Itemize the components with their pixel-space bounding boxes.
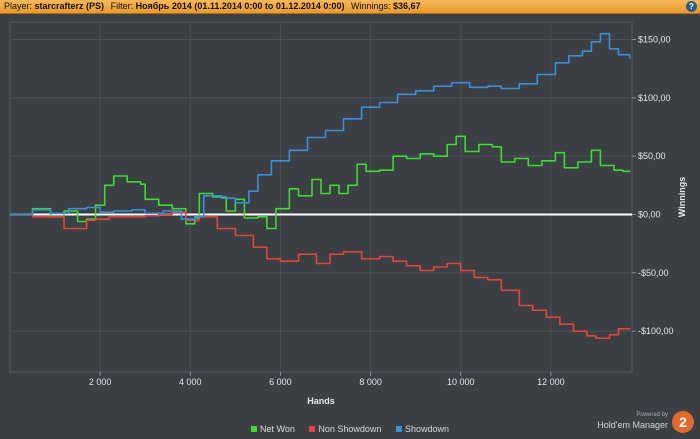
x-tick-label: 12 000 [537,377,565,387]
brand-badge: Powered by Hold'em Manager 2 [586,408,696,436]
y-tick-label: -$100,00 [638,326,674,336]
player-name: starcrafterz (PS) [34,1,105,11]
y-tick-label: -$50,00 [638,268,669,278]
x-tick-label: 8 000 [359,377,382,387]
legend-label-net-won: Net Won [260,424,295,434]
winnings-graph: $150,00 $100,00 $50,00 $0,00 -$50,00 -$100,00… [9,21,687,406]
hem2-logo-icon: 2 [672,411,694,433]
player-label: Player: [4,1,33,11]
x-axis-title: Hands [307,396,335,406]
legend-swatch-showdown [395,426,402,432]
chart-legend: Net Won Non Showdown Showdown [0,424,700,436]
y-tick-label: $0,00 [638,210,661,220]
brand-name: Hold'em Manager [597,420,668,430]
winnings-label: Winnings: [350,1,391,11]
y-tick-label: $100,00 [638,93,671,103]
help-icon[interactable]: ? [686,1,697,12]
legend-label-showdown: Showdown [404,424,449,434]
y-tick-label: $50,00 [638,151,666,161]
legend-item-net-won[interactable]: Net Won [251,424,295,434]
legend-item-non-showdown[interactable]: Non Showdown [309,424,381,434]
x-tick-label: 2 000 [89,377,112,387]
legend-swatch-net-won [251,426,258,432]
legend-label-non-showdown: Non Showdown [318,424,382,434]
winnings-value: $36,67 [393,1,421,11]
series-line-showdown [10,32,631,220]
powered-by-text: Powered by [636,412,668,418]
legend-swatch-non-showdown [309,426,316,432]
filter-label: Filter: [110,1,134,11]
filter-value: Ноябрь 2014 (01.11.2014 0:00 to 01.12.20… [135,1,345,11]
x-tick-label: 6 000 [269,377,292,387]
y-axis-title: Winnings [677,177,687,217]
plot-area [9,21,633,373]
series-line-net-won [10,135,631,230]
series-line-non-showdown [10,211,631,339]
x-tick-label: 4 000 [179,377,202,387]
x-tick-label: 10 000 [447,377,475,387]
report-header: Player: starcrafterz (PS) Filter: Ноябрь… [0,0,700,14]
y-tick-label: $150,00 [638,35,671,45]
legend-item-showdown[interactable]: Showdown [395,424,449,434]
